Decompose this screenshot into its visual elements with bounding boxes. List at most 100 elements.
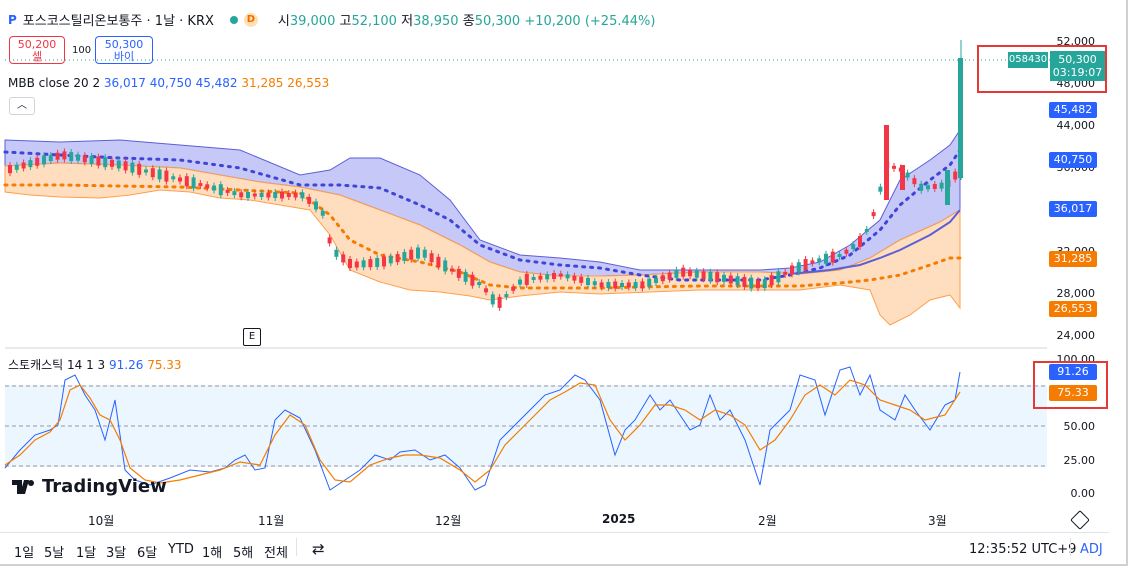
last-price-tag: 50,300 03:19:07 — [1050, 51, 1105, 81]
timeframe-1d[interactable]: 1일 — [14, 546, 35, 561]
earnings-event-marker[interactable]: E — [243, 328, 261, 346]
candle-body — [694, 270, 699, 278]
candle-body — [42, 155, 46, 165]
candle-body — [620, 283, 624, 287]
candle-body — [76, 154, 80, 161]
candle-body — [837, 254, 842, 258]
candle-body — [273, 192, 278, 198]
adj-toggle[interactable]: ADJ — [1080, 542, 1103, 557]
candle-body — [198, 183, 203, 187]
buy-price: 50,300 — [104, 38, 144, 51]
candle-body — [368, 259, 373, 268]
x-axis-label: 3월 — [928, 514, 947, 528]
candle-body — [443, 260, 448, 272]
candle-body — [674, 269, 679, 278]
stoch-d-value: 75.33 — [147, 358, 182, 372]
candle-body — [252, 193, 257, 197]
clock[interactable]: 12:35:52 UTC+9 — [969, 542, 1077, 557]
candle-body — [545, 274, 550, 280]
candle-body — [225, 189, 230, 193]
candle-body — [259, 193, 264, 197]
bb-mid-tag: 40,750 — [1049, 152, 1097, 168]
candle-body — [164, 170, 169, 182]
candle-body — [640, 281, 645, 289]
date-range-icon[interactable]: ⇄ — [312, 540, 325, 558]
mbb-value-3: 45,482 — [195, 76, 238, 90]
candle-body — [558, 273, 563, 277]
highlight-box-stoch — [1033, 361, 1108, 409]
candle-body — [871, 212, 876, 217]
bb-lower-tag: 36,017 — [1049, 201, 1097, 217]
candle-body — [817, 258, 822, 263]
candle-body — [361, 260, 366, 268]
candle-body — [103, 157, 108, 168]
candle-body — [14, 164, 19, 170]
sell-button[interactable]: 50,200 셀 — [9, 36, 65, 64]
candle-body — [484, 288, 488, 293]
candle-body — [735, 276, 740, 286]
collapse-legend-button[interactable]: ︿ — [9, 97, 35, 115]
candle-body — [511, 286, 516, 291]
candle-body — [592, 281, 597, 286]
timeframe-1m[interactable]: 1달 — [76, 546, 97, 561]
candle-body — [769, 275, 774, 286]
mbb-value-4: 31,285 — [241, 76, 284, 90]
candle-body — [667, 272, 672, 280]
timeframe-5y[interactable]: 5해 — [233, 546, 254, 561]
timeframe-5d[interactable]: 5날 — [44, 546, 65, 561]
candle-body — [579, 276, 584, 283]
highlight-box-price — [977, 45, 1107, 93]
candle-body — [354, 261, 359, 268]
candle-body — [218, 184, 223, 196]
candle-body — [314, 201, 318, 210]
tradingview-logo[interactable]: TradingView — [12, 476, 167, 497]
candle-body — [341, 254, 346, 263]
candle-body — [701, 271, 706, 280]
candle-body — [626, 282, 631, 288]
candle-body — [178, 177, 182, 182]
timeframe-1y[interactable]: 1해 — [202, 546, 223, 561]
symbol-logo-icon: P — [8, 12, 17, 27]
candle-body — [456, 268, 461, 278]
candle-body — [722, 274, 726, 282]
timeframe-all[interactable]: 전체 — [264, 546, 288, 561]
stoch-legend[interactable]: 스토캐스틱 14 1 3 91.26 75.33 — [8, 356, 182, 373]
candle-body — [939, 182, 944, 189]
bollinger-mid-orange — [3, 183, 962, 290]
candle-body — [395, 254, 400, 263]
market-open-icon — [229, 15, 238, 24]
bollinger-lower-fill — [4, 162, 961, 326]
price-axis-label: 44,000 — [1056, 119, 1096, 132]
symbol-title[interactable]: 포스코스틸리온보통주 · 1날 · KRX — [22, 14, 214, 29]
candle-body — [803, 259, 808, 271]
timeframe-6m[interactable]: 6달 — [137, 546, 158, 561]
candle-body — [62, 151, 67, 160]
candle-body — [810, 260, 815, 264]
candle-body — [266, 192, 271, 198]
candle-body — [429, 253, 434, 263]
candle-body — [599, 282, 604, 288]
candle-body — [184, 176, 189, 187]
candle-body — [762, 279, 767, 289]
candle-body — [239, 192, 244, 198]
x-axis-label: 2025 — [602, 512, 636, 526]
price-axis-label: 52,000 — [1056, 35, 1096, 48]
candle-body — [613, 281, 618, 289]
toolbar-divider — [1070, 538, 1071, 556]
bollinger-upper-fill — [4, 128, 961, 277]
candle-body — [48, 155, 53, 162]
timeframe-ytd[interactable]: YTD — [168, 542, 194, 557]
symbol-legend[interactable]: P 포스코스틸리온보통주 · 1날 · KRX D 시39,000 고52,10… — [8, 10, 655, 29]
ohlc-values: 시39,000 고52,100 저38,950 종50,300 +10,200 … — [277, 14, 656, 29]
candle-body — [348, 259, 352, 268]
stoch-k-value: 91.26 — [109, 358, 144, 372]
orange-low-tag: 26,553 — [1049, 301, 1097, 317]
candle-body — [783, 271, 788, 275]
timeframe-3m[interactable]: 3달 — [106, 546, 127, 561]
candle-body — [647, 278, 652, 287]
candle-body — [892, 165, 896, 169]
mbb-value-5: 26,553 — [287, 76, 330, 90]
candle-body — [82, 155, 87, 163]
mbb-legend[interactable]: MBB close 20 2 36,017 40,750 45,482 31,2… — [8, 76, 329, 90]
